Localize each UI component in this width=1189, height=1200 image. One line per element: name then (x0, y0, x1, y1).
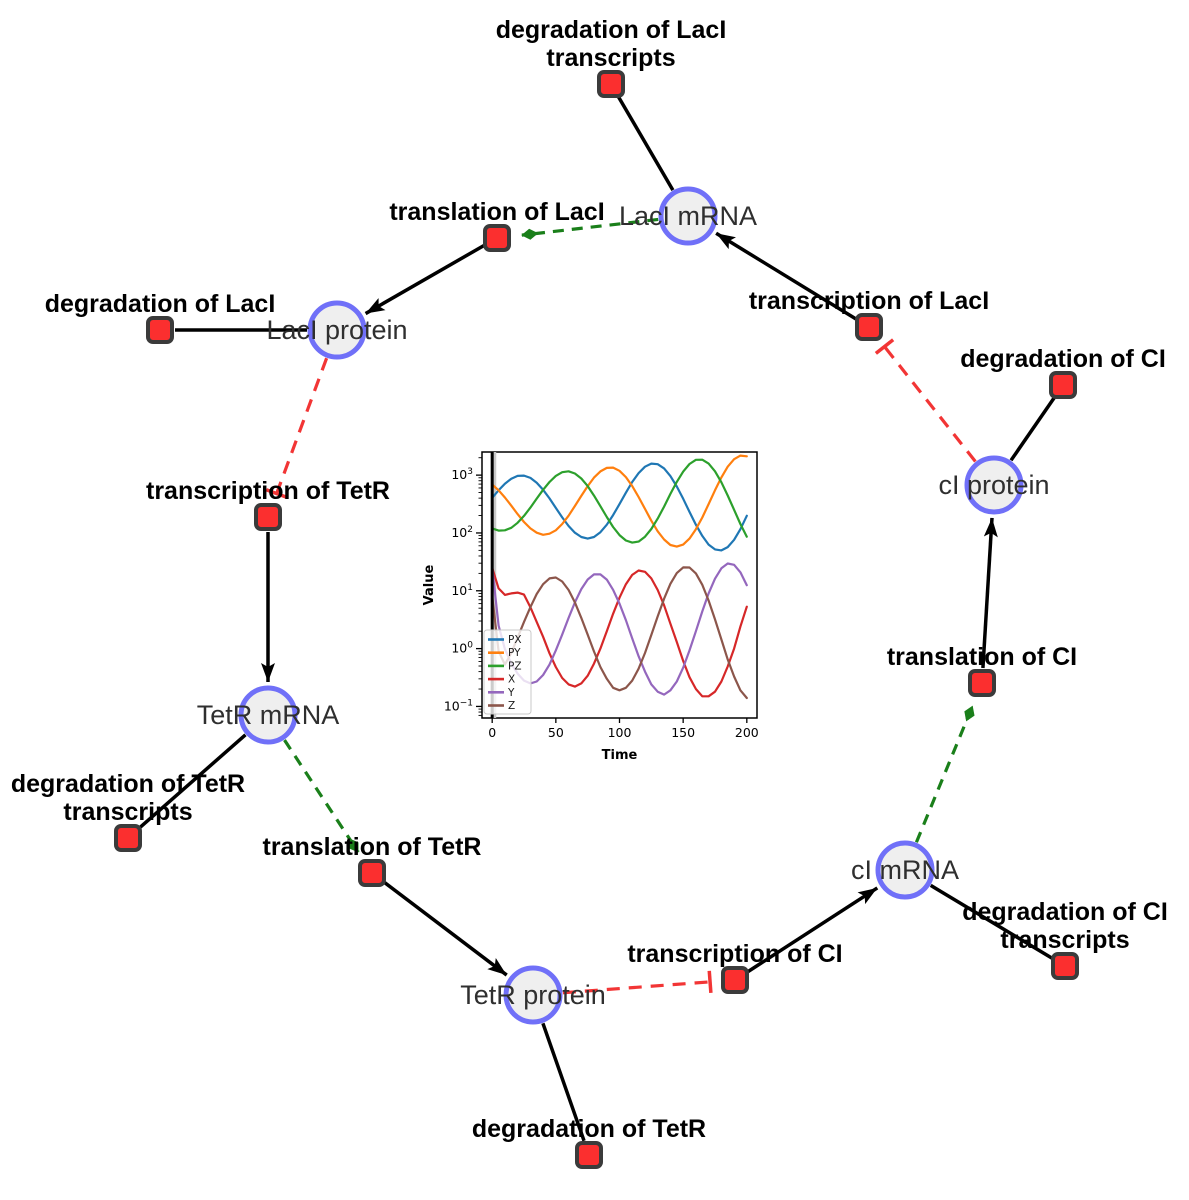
reaction-label-deg_lacI: degradation of LacI (45, 290, 276, 318)
species-label-tetR_mRNA: TetR mRNA (197, 700, 340, 730)
plot-series-X (491, 566, 748, 698)
reaction-label-deg_tetR_tx: transcripts (63, 798, 192, 826)
species-node-lacI_mRNA[interactable] (658, 186, 718, 246)
reaction-label-deg_cI_tx: transcripts (1000, 926, 1129, 954)
x-axis-label: Time (602, 748, 638, 763)
legend-label-Z: Z (508, 700, 515, 712)
species-node-lacI_protein[interactable] (307, 300, 367, 360)
reaction-node-tr_lacI[interactable] (855, 313, 883, 341)
reaction-label-deg_tetR: degradation of TetR (472, 1115, 706, 1143)
reaction-node-tl_tetR[interactable] (358, 859, 386, 887)
edge-production-tl_cI-to-cI_protein[interactable] (981, 517, 998, 669)
reaction-label-tr_tetR: transcription of TetR (146, 477, 390, 505)
edge-production-tr_cI-to-cI_mRNA[interactable] (746, 886, 879, 974)
reaction-label-deg_tetR_tx: degradation of TetR (11, 770, 245, 798)
species-label-tetR_protein: TetR protein (460, 980, 606, 1010)
reaction-label-deg_cI_tx: degradation of CI (962, 898, 1168, 926)
edge-consumption-tetR_protein-to-deg_tetR[interactable] (541, 1022, 586, 1142)
inset-plot: 0 50 100 150 20010−1100101102103TimeValuePXP… (418, 434, 774, 768)
edge-consumption-cI_mRNA-to-deg_cI_tx[interactable] (929, 883, 1054, 960)
reaction-label-deg_cI: degradation of CI (960, 345, 1166, 373)
edge-inhibition-lacI_protein-to-tr_tetR[interactable] (265, 357, 329, 499)
species-node-cI_mRNA[interactable] (875, 840, 935, 900)
reaction-node-tr_cI[interactable] (721, 966, 749, 994)
edge-inhibition-tetR_protein-to-tr_cI[interactable] (562, 970, 713, 995)
x-tick-label: 200 (735, 725, 759, 740)
legend-label-X: X (508, 674, 515, 686)
legend-label-PY: PY (508, 647, 521, 659)
edge-modifier-lacI_mRNA-to-tl_lacI[interactable] (521, 217, 659, 240)
plot-series-PZ (491, 458, 748, 544)
edge-modifier-tetR_mRNA-to-tl_tetR[interactable] (283, 739, 360, 853)
reaction-node-tr_tetR[interactable] (254, 503, 282, 531)
plot-series-PY (491, 454, 748, 548)
species-label-cI_mRNA: cI mRNA (851, 855, 959, 885)
edge-consumption-tetR_mRNA-to-deg_tetR_tx[interactable] (138, 733, 247, 830)
legend-label-PX: PX (508, 634, 522, 646)
edge-inhibition-cI_protein-to-tr_lacI[interactable] (874, 338, 977, 463)
x-tick-label: 150 (671, 725, 695, 740)
reaction-node-deg_lacI[interactable] (146, 316, 174, 344)
reaction-label-deg_lacI_tx: degradation of LacI (496, 16, 727, 44)
x-tick-label: 100 (608, 725, 632, 740)
x-tick-label: 0 (488, 725, 496, 740)
species-node-cI_protein[interactable] (964, 455, 1024, 515)
reaction-label-tr_lacI: transcription of LacI (749, 287, 989, 315)
reaction-label-deg_lacI_tx: transcripts (546, 44, 675, 72)
reaction-label-tl_lacI: translation of LacI (389, 198, 604, 226)
edge-production-tl_tetR-to-tetR_protein[interactable] (382, 880, 508, 977)
reaction-label-tr_cI: transcription of CI (627, 940, 842, 968)
plot-series-Z (491, 566, 748, 700)
legend-label-PZ: PZ (508, 660, 522, 672)
reactions-layer: degradation of LacItranscriptstranslatio… (11, 16, 1168, 1169)
plot-series-PX (491, 462, 748, 552)
reaction-node-deg_cI_tx[interactable] (1051, 952, 1079, 980)
x-tick-label: 50 (548, 725, 564, 740)
reaction-node-deg_cI[interactable] (1049, 371, 1077, 399)
reaction-label-tl_tetR: translation of TetR (263, 833, 482, 861)
edge-consumption-lacI_mRNA-to-deg_lacI_tx[interactable] (617, 96, 675, 191)
species-label-cI_protein: cI protein (938, 470, 1049, 500)
y-axis-label: Value (422, 564, 437, 605)
species-layer: LacI mRNA LacI protein TetR mRNA TetR prote… (197, 186, 1050, 1025)
reaction-node-tl_lacI[interactable] (483, 224, 511, 252)
edge-production-tl_lacI-to-lacI_protein[interactable] (364, 243, 485, 316)
species-node-tetR_mRNA[interactable] (238, 685, 298, 745)
plot-series-Y (491, 562, 748, 696)
edge-consumption-cI_protein-to-deg_cI[interactable] (1009, 396, 1056, 462)
reaction-node-deg_lacI_tx[interactable] (597, 70, 625, 98)
reaction-label-tl_cI: translation of CI (887, 643, 1077, 671)
species-node-tetR_protein[interactable] (503, 965, 563, 1025)
species-label-lacI_mRNA: LacI mRNA (619, 201, 757, 231)
reaction-node-deg_tetR_tx[interactable] (114, 824, 142, 852)
species-label-lacI_protein: LacI protein (266, 315, 407, 345)
reaction-node-tl_cI[interactable] (968, 669, 996, 697)
edge-modifier-cI_mRNA-to-tl_cI[interactable] (914, 705, 975, 843)
edges-layer (138, 96, 1056, 1142)
reaction-node-deg_tetR[interactable] (575, 1141, 603, 1169)
legend-label-Y: Y (507, 687, 515, 699)
edge-production-tr_lacI-to-lacI_mRNA[interactable] (715, 231, 858, 321)
